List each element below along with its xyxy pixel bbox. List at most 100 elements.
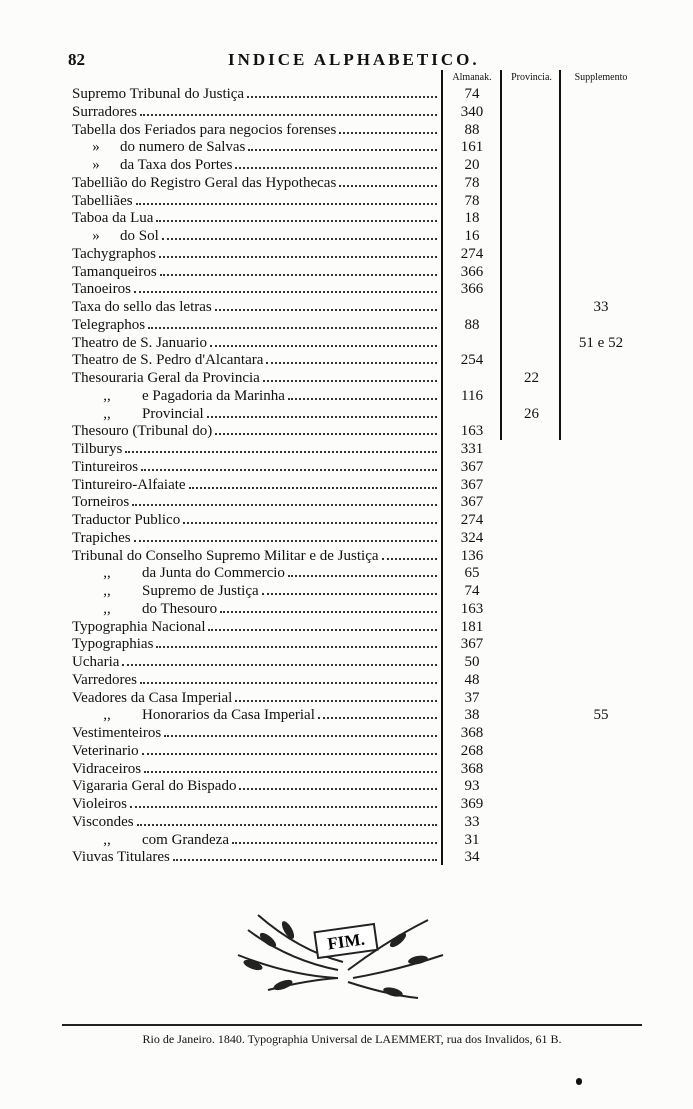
leader-dots <box>161 238 437 240</box>
leader-dots <box>235 167 437 169</box>
leader-dots <box>135 202 437 205</box>
index-row: Traductor Publico <box>72 510 440 528</box>
entry-text: Veadores da Casa Imperial <box>72 689 233 706</box>
index-row: Tribunal do Conselho Supremo Militar e d… <box>72 546 440 564</box>
index-row: ,, Honorarios da Casa Imperial <box>72 705 440 723</box>
leader-dots <box>156 220 437 223</box>
leader-dots <box>141 468 437 471</box>
leader-dots <box>209 344 437 347</box>
page-ref-almanak: 181 <box>460 618 484 635</box>
leader-dots <box>133 539 437 542</box>
entry-text: Tilburys <box>72 441 123 457</box>
leader-dots <box>159 273 437 276</box>
page-ref-almanak: 274 <box>460 245 484 262</box>
entry-text: Traductor Publico <box>72 512 181 528</box>
entry-text: Typographia Nacional <box>72 618 206 635</box>
entry-text: Torneiros <box>72 494 130 511</box>
page-ref-almanak: 366 <box>460 281 484 298</box>
page-ref-almanak: 324 <box>460 529 484 546</box>
index-row: Telegraphos <box>72 315 440 333</box>
entry-prefix: » <box>92 228 100 244</box>
page-ref-almanak: 20 <box>464 157 480 173</box>
index-row: Theatro de S. Pedro d'Alcantara <box>72 350 440 368</box>
entry-text: Vigararia Geral do Bispado <box>72 778 237 795</box>
index-row: ,, com Grandeza <box>72 830 440 848</box>
page-ref-supplemento: 51 e 52 <box>578 334 624 351</box>
column-rule <box>500 70 502 440</box>
page-ref-almanak: 254 <box>460 352 484 369</box>
entry-text: da Taxa dos Portes <box>120 157 233 173</box>
page-ref-almanak: 369 <box>460 796 484 812</box>
leader-dots <box>125 451 437 453</box>
entry-text: Taxa do sello das letras <box>72 299 212 315</box>
entry-text: Tabella dos Feriados para negocios foren… <box>72 121 337 138</box>
index-row: Torneiros <box>72 492 440 510</box>
index-row: Supremo Tribunal do Justiça <box>72 84 440 102</box>
page-title: INDICE ALPHABETICO. <box>228 50 480 69</box>
leader-dots <box>317 717 437 720</box>
page-ref-almanak: 88 <box>464 121 480 138</box>
entry-prefix: ,, <box>103 707 111 724</box>
leader-dots <box>139 681 437 684</box>
leader-dots <box>132 504 437 507</box>
page-ref-almanak: 340 <box>460 103 484 120</box>
entry-text: com Grandeza <box>142 831 230 848</box>
page-ref-almanak: 48 <box>464 671 480 688</box>
page-ref-almanak: 136 <box>460 547 484 564</box>
leader-dots <box>206 415 437 418</box>
page-ref-almanak: 367 <box>460 458 484 475</box>
page-ref-almanak: 367 <box>460 476 484 493</box>
column-header: Provincia. <box>511 72 552 83</box>
page-ref-almanak: 78 <box>464 192 480 209</box>
leader-dots <box>339 131 437 134</box>
entry-prefix: ,, <box>103 405 111 422</box>
leader-dots <box>339 184 437 187</box>
index-row: » do Sol <box>72 226 440 244</box>
entry-text: do numero de Salvas <box>120 139 246 156</box>
page-ref-almanak: 368 <box>460 760 484 777</box>
leader-dots <box>129 806 437 808</box>
page-ref-almanak: 161 <box>460 139 484 156</box>
page-ref-almanak: 78 <box>464 174 480 191</box>
page-ref-supplemento: 33 <box>593 299 609 315</box>
page-ref-almanak: 366 <box>460 263 484 280</box>
leader-dots <box>214 309 437 311</box>
index-row: Taxa do sello das letras <box>72 297 440 315</box>
index-row: ,, da Junta do Commercio <box>72 563 440 581</box>
entry-text: Viscondes <box>72 813 134 830</box>
entry-prefix: ,, <box>103 831 111 848</box>
page-ref-almanak: 65 <box>464 565 480 582</box>
entry-text: Tanoeiros <box>72 281 131 298</box>
index-row: Vigararia Geral do Bispado <box>72 776 440 794</box>
entry-text: Tribunal do Conselho Supremo Militar e d… <box>72 547 379 564</box>
entry-text: Theatro de S. Pedro d'Alcantara <box>72 352 264 369</box>
leader-dots <box>232 841 437 844</box>
page-ref-almanak: 116 <box>461 387 483 404</box>
leader-dots <box>261 593 437 595</box>
leader-dots <box>164 735 437 737</box>
page-ref-provincia: 22 <box>524 370 539 386</box>
page-ref-almanak: 163 <box>460 423 484 440</box>
entry-text: Violeiros <box>72 796 127 812</box>
column-header: Supplemento <box>574 72 628 83</box>
index-row: Thesouro (Tribunal do) <box>72 421 440 439</box>
entry-prefix: ,, <box>103 600 111 617</box>
leader-dots <box>139 113 437 116</box>
leader-dots <box>136 823 437 826</box>
index-row: Tabellião do Registro Geral das Hypothec… <box>72 173 440 191</box>
entry-text: Telegraphos <box>72 316 146 333</box>
entry-text: Thesouro (Tribunal do) <box>72 423 213 440</box>
page-ref-supplemento: 55 <box>593 707 609 724</box>
index-row: Typographia Nacional <box>72 617 440 635</box>
page-ref-almanak: 88 <box>464 316 480 333</box>
entry-prefix: ,, <box>103 583 111 599</box>
leader-dots <box>133 291 437 294</box>
index-row: Tintureiros <box>72 457 440 475</box>
index-row: ,, e Pagadoria da Marinha <box>72 386 440 404</box>
entry-text: Tachygraphos <box>72 245 156 262</box>
index-row: ,, Supremo de Justiça <box>72 581 440 599</box>
index-row: Tabelliães <box>72 191 440 209</box>
leader-dots <box>287 397 437 400</box>
leader-dots <box>148 326 437 329</box>
